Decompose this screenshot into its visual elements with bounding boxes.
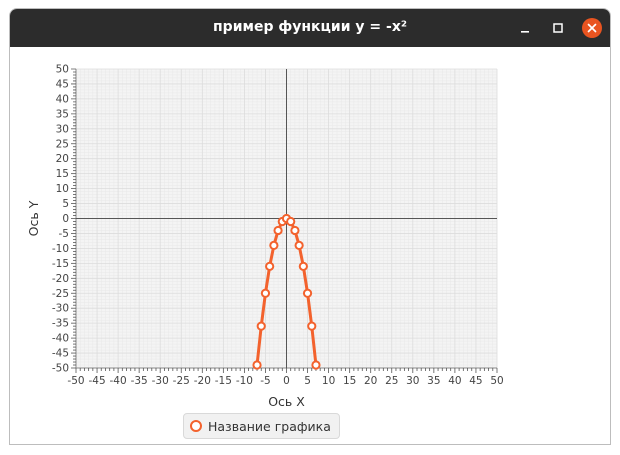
window-title: пример функции y = -x² (213, 19, 407, 35)
x-tick-label: -10 (236, 375, 253, 387)
chart-area: -50 -45 -40 -35 -30 -25 -20 -15 -10 -5 0 5 10 15 20 25 3… (10, 47, 610, 444)
data-point (294, 240, 304, 251)
y-tick-label: -45 (52, 348, 69, 360)
x-tick-label: -20 (194, 375, 211, 387)
x-tick-label: -45 (88, 375, 105, 387)
x-tick-label: 35 (427, 375, 440, 387)
data-point (307, 321, 317, 331)
data-point (256, 321, 266, 331)
x-tick-label: -15 (215, 375, 232, 387)
x-tick-label: 5 (304, 375, 311, 387)
line-chart: -50 -45 -40 -35 -30 -25 -20 -15 -10 -5 0 5 10 15 20 25 3… (26, 64, 504, 410)
y-tick-label: 30 (56, 123, 69, 135)
x-tick-label: 30 (406, 375, 419, 387)
y-axis-label: Ось Y (26, 200, 41, 236)
x-tick-label: -50 (67, 375, 84, 387)
y-tick-label: -40 (52, 333, 69, 345)
data-point (302, 288, 313, 298)
y-tick-label: 25 (56, 138, 69, 150)
y-tick-label: -35 (52, 318, 69, 330)
legend-symbol (190, 420, 202, 432)
x-tick-label: -40 (110, 375, 127, 387)
y-tick-label: -10 (52, 243, 69, 255)
axis-ticks (71, 68, 498, 373)
x-tick-label: 20 (364, 375, 377, 387)
app-window: пример функции y = -x² -50 -45 -40 -35 -30- (9, 8, 611, 445)
y-tick-label: 45 (56, 78, 69, 90)
x-tick-label: 15 (343, 375, 356, 387)
y-tick-label: 15 (56, 168, 69, 180)
y-tick-label: 35 (56, 108, 69, 120)
x-tick-label: 45 (469, 375, 482, 387)
data-point (265, 261, 275, 271)
legend-label: Название графика (208, 418, 331, 434)
series-layer (252, 213, 321, 370)
y-tick-label: 0 (62, 213, 69, 225)
tick-labels: -50 -45 -40 -35 -30 -25 -20 -15 -10 -5 0 5 10 15 20 25 3… (52, 64, 504, 388)
minimize-button[interactable] (515, 18, 535, 38)
title-bar[interactable]: пример функции y = -x² (10, 9, 610, 47)
x-tick-label: 0 (283, 375, 290, 387)
data-point (290, 225, 300, 236)
x-tick-label: -25 (173, 375, 190, 387)
y-tick-label: 10 (56, 183, 69, 195)
y-tick-label: -20 (52, 273, 69, 285)
close-button[interactable] (582, 18, 602, 38)
data-point (298, 261, 308, 271)
x-tick-label: 25 (385, 375, 398, 387)
y-tick-label: -15 (52, 258, 69, 270)
y-tick-label: 5 (62, 198, 69, 210)
maximize-button[interactable] (548, 18, 568, 38)
y-tick-label: 50 (56, 64, 69, 76)
data-point (311, 360, 321, 370)
x-tick-label: -5 (260, 375, 270, 387)
x-tick-label: -30 (152, 375, 169, 387)
x-tick-label: -35 (131, 375, 148, 387)
y-tick-label: -25 (52, 288, 69, 300)
x-tick-label: 10 (322, 375, 335, 387)
y-tick-label: 20 (56, 153, 69, 165)
data-point (269, 240, 279, 251)
y-tick-label: -50 (52, 363, 69, 375)
y-tick-label: 40 (56, 93, 69, 105)
y-tick-label: -5 (59, 228, 69, 240)
data-point (260, 288, 271, 298)
data-point (273, 225, 283, 236)
data-point (286, 216, 296, 227)
y-tick-label: -30 (52, 303, 69, 315)
x-axis-label: Ось X (268, 394, 305, 409)
chart-legend: Название графика (183, 413, 340, 439)
data-point (252, 360, 262, 370)
maximize-icon (553, 23, 563, 33)
x-tick-label: 50 (490, 375, 503, 387)
x-tick-label: 40 (448, 375, 461, 387)
minimize-icon (521, 31, 529, 33)
close-icon (587, 23, 597, 33)
